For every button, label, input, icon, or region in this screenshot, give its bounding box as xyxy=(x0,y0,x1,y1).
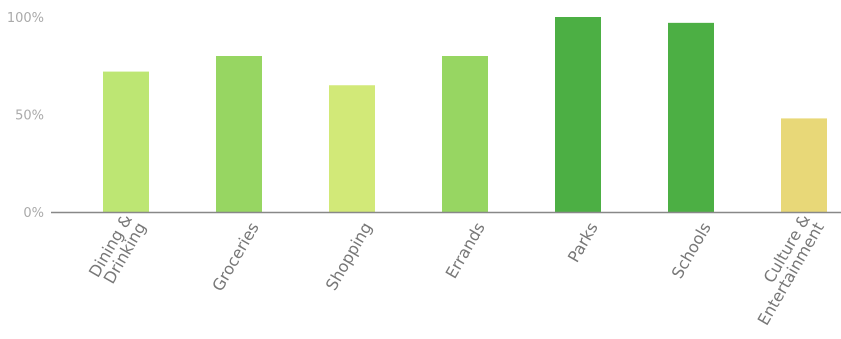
x-tick-label: Culture &Entertainment xyxy=(754,211,828,328)
y-tick-label: 0% xyxy=(23,206,44,221)
bar xyxy=(442,56,488,212)
bar xyxy=(329,85,375,212)
y-tick-label: 50% xyxy=(15,109,44,124)
x-tick-label: Dining &Drinking xyxy=(85,211,150,287)
bar xyxy=(103,71,149,212)
y-axis-ticks: 0% 50% 100% xyxy=(7,11,44,221)
x-tick-label: Errands xyxy=(442,219,489,282)
x-tick-label-line: Groceries xyxy=(208,219,263,295)
x-tick-label: Groceries xyxy=(208,219,263,295)
bars xyxy=(103,17,827,212)
x-tick-label: Shopping xyxy=(322,219,376,294)
x-axis-labels: Dining &Drinking Groceries Shopping Errands… xyxy=(85,211,828,328)
x-tick-label-line: Schools xyxy=(668,219,715,282)
x-tick-label: Schools xyxy=(668,219,715,282)
bar xyxy=(668,22,714,212)
x-tick-label-line: Shopping xyxy=(322,219,376,294)
y-tick-label: 100% xyxy=(7,11,44,26)
bar xyxy=(781,118,827,212)
x-tick-label: Parks xyxy=(564,219,602,266)
bar xyxy=(216,56,262,212)
bar xyxy=(555,17,601,212)
x-tick-label-line: Parks xyxy=(564,219,602,266)
x-tick-label-line: Errands xyxy=(442,219,489,282)
